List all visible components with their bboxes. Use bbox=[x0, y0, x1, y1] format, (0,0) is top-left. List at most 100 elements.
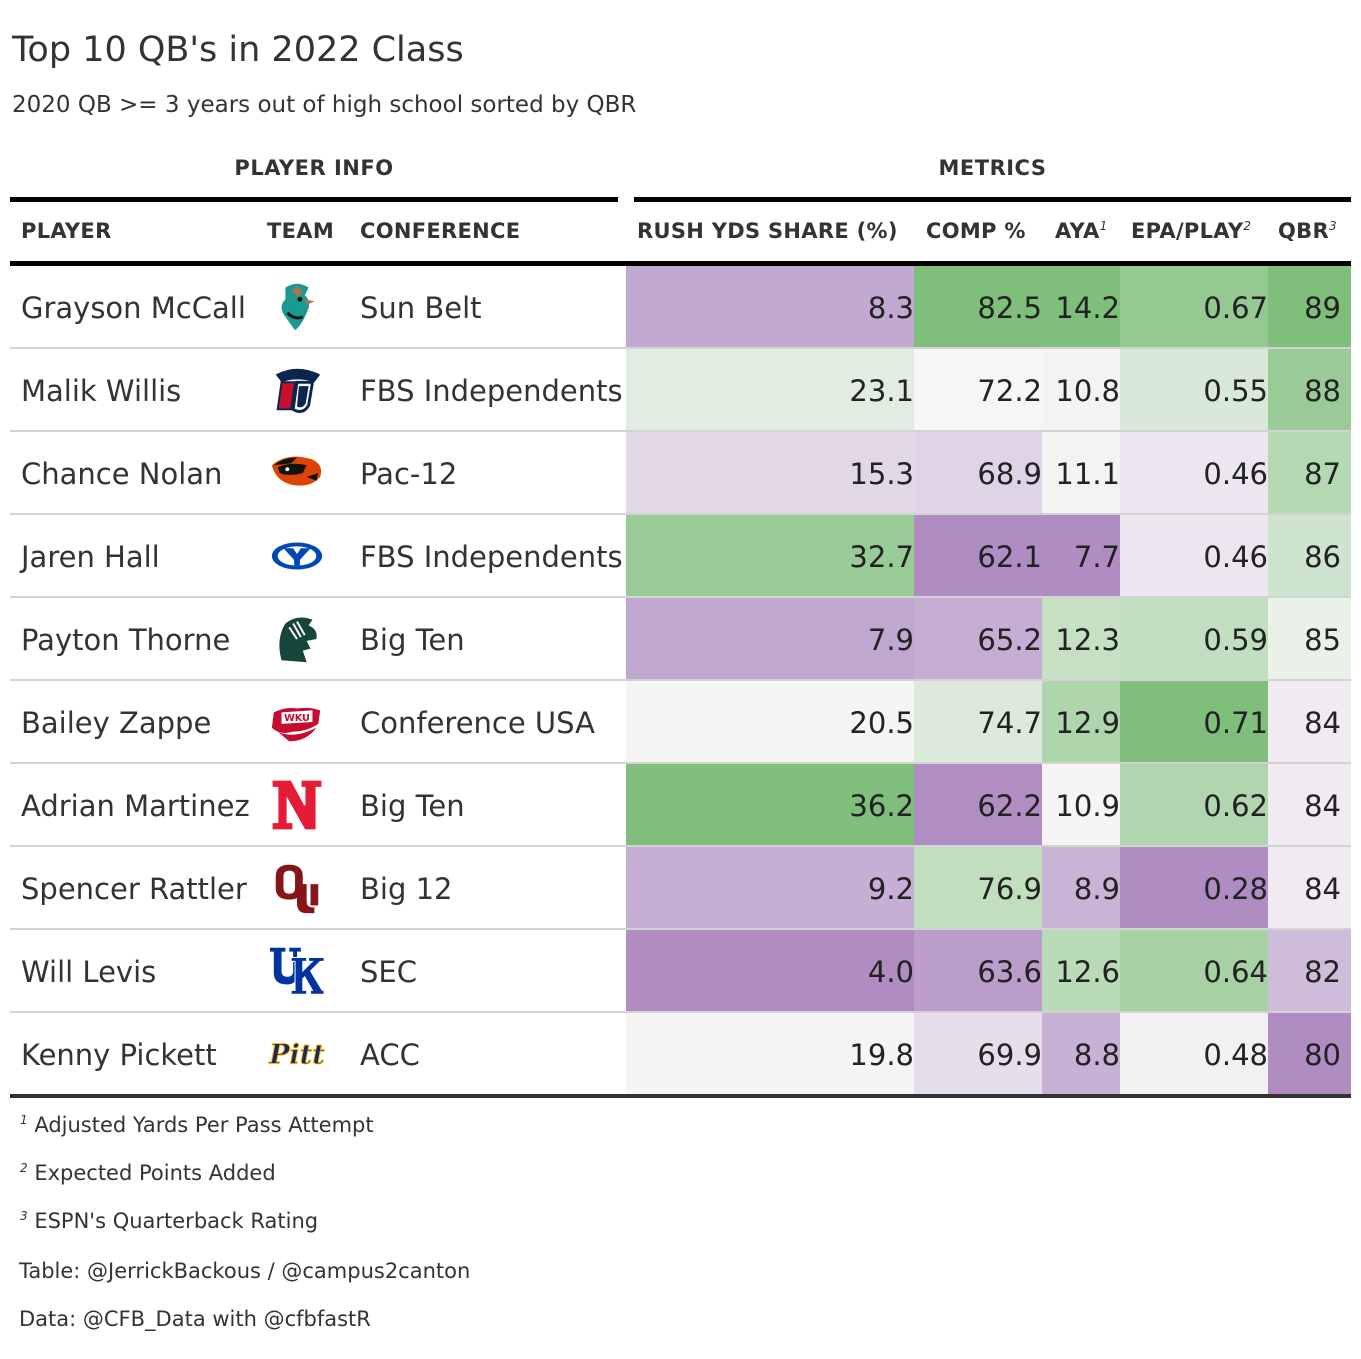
spanner-metrics-rule bbox=[634, 197, 1351, 202]
chart-title: Top 10 QB's in 2022 Class bbox=[12, 30, 464, 70]
row-divider bbox=[10, 845, 1351, 847]
conference-cell: Big Ten bbox=[360, 622, 465, 657]
player-name: Bailey Zappe bbox=[21, 705, 212, 740]
chart-subtitle: 2020 QB >= 3 years out of high school so… bbox=[12, 92, 637, 118]
player-name: Malik Willis bbox=[21, 373, 182, 408]
header-rule bbox=[10, 261, 1351, 266]
table-row: Grayson McCall Sun Belt 8.3 82.5 14.2 0.67 89 bbox=[10, 266, 1351, 349]
footnote-1-mark: 1 bbox=[20, 1113, 28, 1127]
player-name: Kenny Pickett bbox=[21, 1037, 217, 1072]
comp-cell: 74.7 bbox=[914, 681, 1052, 764]
col-header-qbr-footnote-mark: 3 bbox=[1328, 219, 1337, 233]
footnote-1: 1 Adjusted Yards Per Pass Attempt bbox=[20, 1113, 374, 1137]
table-row: Malik Willis FBS Independents 23.1 72.2 10.8… bbox=[10, 349, 1351, 432]
footnote-3: 3 ESPN's Quarterback Rating bbox=[20, 1209, 318, 1233]
qbr-cell: 89 bbox=[1268, 266, 1351, 349]
aya-cell: 10.8 bbox=[1042, 349, 1130, 432]
aya-cell: 7.7 bbox=[1042, 515, 1130, 598]
qbr-cell: 86 bbox=[1268, 515, 1351, 598]
table-row: Bailey Zappe WKU Conference USA 20.5 74.7 12.… bbox=[10, 681, 1351, 764]
footnote-2-text: Expected Points Added bbox=[34, 1161, 276, 1185]
epa-cell: 0.64 bbox=[1120, 930, 1278, 1013]
spanner-player-info-rule bbox=[10, 197, 618, 202]
row-divider bbox=[10, 928, 1351, 930]
col-header-rush-share: RUSH YDS SHARE (%) bbox=[637, 219, 898, 243]
aya-cell: 12.3 bbox=[1042, 598, 1130, 681]
row-divider bbox=[10, 513, 1351, 515]
wku-towel-logo-icon: WKU bbox=[268, 693, 326, 751]
conference-cell: Big Ten bbox=[360, 788, 465, 823]
col-header-epa: EPA/PLAY2 bbox=[1131, 219, 1251, 243]
comp-cell: 62.1 bbox=[914, 515, 1052, 598]
svg-text:Pitt: Pitt bbox=[268, 1040, 325, 1071]
qbr-cell: 80 bbox=[1268, 1013, 1351, 1096]
aya-cell: 8.9 bbox=[1042, 847, 1130, 930]
row-divider bbox=[10, 679, 1351, 681]
table-row: Kenny Pickett Pitt ACC 19.8 69.9 8.8 0.48 80 bbox=[10, 1013, 1351, 1096]
row-divider bbox=[10, 347, 1351, 349]
footnote-2-mark: 2 bbox=[20, 1161, 28, 1175]
source-note-table: Table: @JerrickBackous / @campus2canton bbox=[19, 1259, 471, 1283]
epa-cell: 0.46 bbox=[1120, 515, 1278, 598]
qbr-cell: 88 bbox=[1268, 349, 1351, 432]
col-header-epa-label: EPA/PLAY bbox=[1131, 219, 1244, 243]
comp-cell: 82.5 bbox=[914, 266, 1052, 349]
player-name: Payton Thorne bbox=[21, 622, 231, 657]
comp-cell: 63.6 bbox=[914, 930, 1052, 1013]
col-header-epa-footnote-mark: 2 bbox=[1243, 219, 1252, 233]
table-row: Adrian Martinez Big Ten 36.2 62.2 10.9 0.62 84 bbox=[10, 764, 1351, 847]
qbr-cell: 84 bbox=[1268, 764, 1351, 847]
liberty-flames-logo-icon bbox=[268, 361, 326, 419]
qbr-cell: 84 bbox=[1268, 847, 1351, 930]
comp-cell: 68.9 bbox=[914, 432, 1052, 515]
conference-cell: Sun Belt bbox=[360, 290, 482, 325]
conference-cell: SEC bbox=[360, 954, 417, 989]
aya-cell: 14.2 bbox=[1042, 266, 1130, 349]
col-header-aya-label: AYA bbox=[1055, 219, 1100, 243]
col-header-comp-pct: COMP % bbox=[926, 219, 1026, 243]
rush-cell: 32.7 bbox=[626, 515, 924, 598]
qbr-cell: 85 bbox=[1268, 598, 1351, 681]
rush-cell: 8.3 bbox=[626, 266, 924, 349]
player-name: Spencer Rattler bbox=[21, 871, 247, 906]
aya-cell: 8.8 bbox=[1042, 1013, 1130, 1096]
player-name: Will Levis bbox=[21, 954, 157, 989]
epa-cell: 0.71 bbox=[1120, 681, 1278, 764]
byu-logo-icon bbox=[268, 527, 326, 585]
row-divider bbox=[10, 430, 1351, 432]
table-row: Payton Thorne Big Ten 7.9 65.2 12.3 0.59 85 bbox=[10, 598, 1351, 681]
qbr-cell: 87 bbox=[1268, 432, 1351, 515]
oklahoma-ou-logo-icon bbox=[268, 859, 326, 917]
table-row: Jaren Hall FBS Independents 32.7 62.1 7.7 0.4… bbox=[10, 515, 1351, 598]
rush-cell: 20.5 bbox=[626, 681, 924, 764]
col-header-aya-footnote-mark: 1 bbox=[1099, 219, 1108, 233]
coastal-carolina-chanticleer-logo-icon bbox=[268, 278, 326, 336]
epa-cell: 0.59 bbox=[1120, 598, 1278, 681]
col-header-conference: CONFERENCE bbox=[360, 219, 521, 243]
oregon-state-beaver-logo-icon bbox=[268, 444, 326, 502]
col-header-team: TEAM bbox=[267, 219, 335, 243]
comp-cell: 62.2 bbox=[914, 764, 1052, 847]
epa-cell: 0.46 bbox=[1120, 432, 1278, 515]
epa-cell: 0.48 bbox=[1120, 1013, 1278, 1096]
spanner-metrics: METRICS bbox=[938, 156, 1047, 180]
rush-cell: 7.9 bbox=[626, 598, 924, 681]
footnote-2: 2 Expected Points Added bbox=[20, 1161, 276, 1185]
comp-cell: 65.2 bbox=[914, 598, 1052, 681]
footnote-3-text: ESPN's Quarterback Rating bbox=[34, 1209, 319, 1233]
aya-cell: 12.9 bbox=[1042, 681, 1130, 764]
col-header-qbr: QBR3 bbox=[1278, 219, 1337, 243]
epa-cell: 0.67 bbox=[1120, 266, 1278, 349]
col-header-aya: AYA1 bbox=[1055, 219, 1108, 243]
conference-cell: Pac-12 bbox=[360, 456, 458, 491]
player-name: Grayson McCall bbox=[21, 290, 246, 325]
row-divider bbox=[10, 762, 1351, 764]
comp-cell: 72.2 bbox=[914, 349, 1052, 432]
player-name: Chance Nolan bbox=[21, 456, 223, 491]
col-header-qbr-label: QBR bbox=[1278, 219, 1329, 243]
col-header-player: PLAYER bbox=[21, 219, 112, 243]
conference-cell: ACC bbox=[360, 1037, 420, 1072]
row-divider bbox=[10, 596, 1351, 598]
table-row: Spencer Rattler Big 12 9.2 76.9 8.9 0.28 84 bbox=[10, 847, 1351, 930]
michigan-state-spartan-logo-icon bbox=[268, 610, 326, 668]
